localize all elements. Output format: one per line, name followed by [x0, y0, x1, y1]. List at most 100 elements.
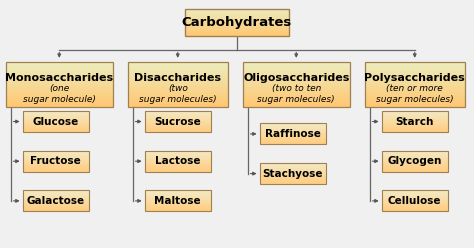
Bar: [128, 87, 228, 89]
Bar: [128, 92, 228, 93]
Bar: [259, 130, 326, 131]
Bar: [145, 130, 211, 131]
Bar: [128, 96, 228, 98]
Bar: [23, 171, 89, 172]
Bar: [259, 133, 326, 134]
Bar: [365, 105, 465, 107]
Bar: [259, 135, 326, 136]
Bar: [145, 198, 211, 199]
Bar: [259, 129, 326, 130]
Bar: [365, 66, 465, 68]
Bar: [365, 74, 465, 75]
Bar: [6, 102, 112, 104]
Bar: [128, 102, 228, 104]
Bar: [6, 95, 112, 96]
Bar: [23, 168, 89, 169]
Bar: [382, 197, 448, 198]
Bar: [6, 68, 112, 69]
Bar: [259, 167, 326, 168]
Bar: [145, 151, 211, 152]
Bar: [185, 19, 289, 20]
Bar: [243, 75, 349, 77]
Bar: [145, 153, 211, 154]
Bar: [185, 33, 289, 34]
Bar: [23, 193, 89, 194]
Bar: [145, 116, 211, 117]
Bar: [259, 183, 326, 184]
Bar: [243, 78, 349, 80]
Bar: [259, 166, 326, 167]
Bar: [128, 89, 228, 90]
Bar: [365, 77, 465, 78]
Bar: [23, 166, 89, 168]
Bar: [365, 101, 465, 102]
Bar: [6, 74, 112, 75]
Bar: [145, 124, 211, 125]
Bar: [6, 80, 112, 81]
Bar: [365, 89, 465, 90]
Bar: [23, 162, 89, 163]
Bar: [23, 196, 89, 197]
Bar: [128, 77, 228, 78]
Bar: [23, 120, 89, 121]
Bar: [243, 80, 349, 81]
Bar: [259, 179, 326, 180]
Bar: [382, 157, 448, 158]
Bar: [23, 203, 89, 204]
Text: Monosaccharides: Monosaccharides: [5, 73, 113, 83]
Text: Oligosaccharides: Oligosaccharides: [243, 73, 349, 83]
Bar: [382, 199, 448, 200]
Bar: [145, 169, 211, 170]
Bar: [382, 111, 448, 112]
Bar: [6, 93, 112, 95]
Bar: [243, 74, 349, 75]
Bar: [185, 11, 289, 12]
Bar: [259, 132, 326, 133]
Bar: [6, 99, 112, 101]
Bar: [23, 156, 89, 157]
Bar: [382, 203, 448, 204]
Bar: [382, 194, 448, 196]
Bar: [185, 15, 289, 16]
Bar: [23, 151, 89, 152]
Bar: [243, 63, 349, 65]
Bar: [6, 78, 112, 80]
Bar: [243, 102, 349, 104]
Bar: [382, 193, 448, 194]
Bar: [382, 196, 448, 197]
Bar: [145, 191, 211, 192]
Bar: [259, 141, 326, 142]
Bar: [382, 153, 448, 154]
Bar: [145, 194, 211, 196]
Bar: [185, 14, 289, 15]
Bar: [23, 201, 89, 202]
Bar: [145, 131, 211, 132]
Bar: [382, 118, 448, 119]
Bar: [6, 96, 112, 98]
Text: Starch: Starch: [396, 117, 434, 126]
Bar: [243, 90, 349, 92]
Bar: [145, 118, 211, 119]
Bar: [128, 69, 228, 71]
Bar: [128, 98, 228, 99]
Bar: [128, 66, 228, 68]
Bar: [145, 205, 211, 206]
Bar: [382, 166, 448, 168]
Bar: [259, 180, 326, 181]
Bar: [382, 115, 448, 116]
Bar: [243, 69, 349, 71]
Bar: [185, 25, 289, 26]
Bar: [23, 116, 89, 117]
Bar: [382, 120, 448, 121]
Bar: [382, 170, 448, 171]
Bar: [259, 137, 326, 138]
Text: Stachyose: Stachyose: [263, 169, 323, 179]
Text: Fructose: Fructose: [30, 156, 81, 166]
Bar: [365, 81, 465, 83]
Bar: [243, 104, 349, 105]
Bar: [382, 114, 448, 115]
Bar: [23, 153, 89, 154]
Bar: [243, 77, 349, 78]
Bar: [6, 90, 112, 92]
Text: Maltose: Maltose: [155, 196, 201, 206]
